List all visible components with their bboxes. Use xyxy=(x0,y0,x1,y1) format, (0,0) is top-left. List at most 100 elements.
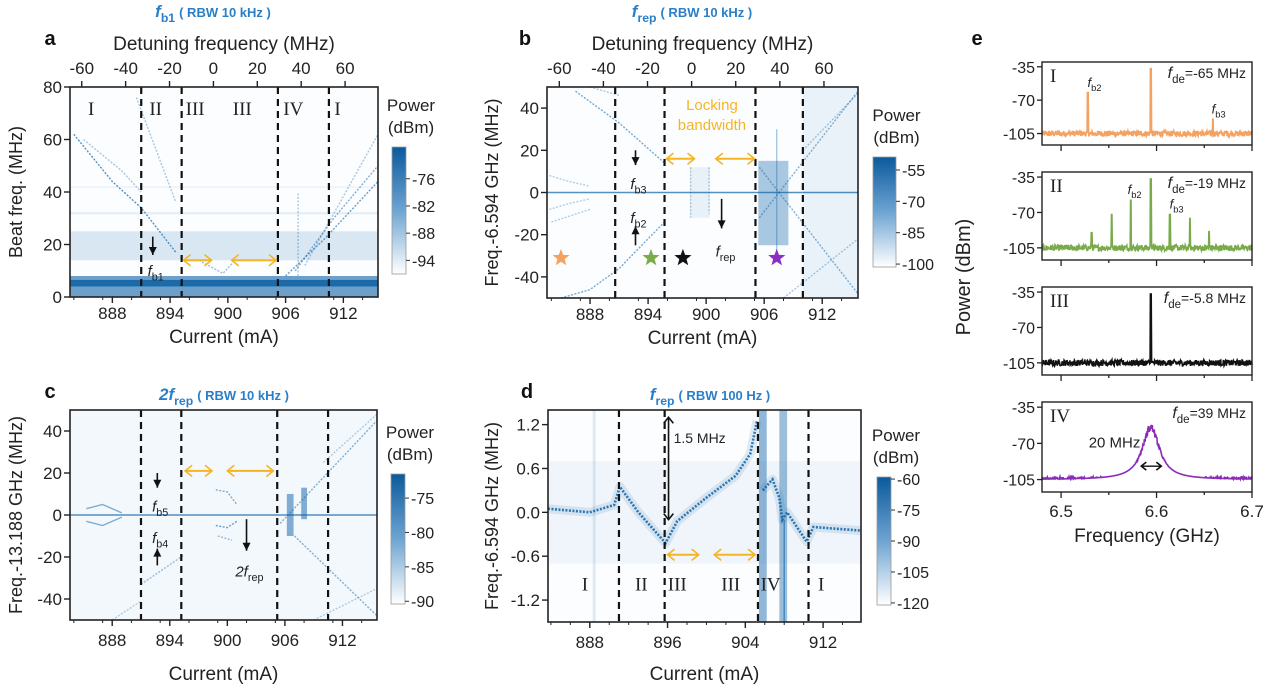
peak-label-symbol: f xyxy=(1087,75,1092,90)
top-x-axis-label: Detuning frequency (MHz) xyxy=(113,34,335,55)
heatmap-trace xyxy=(783,238,858,298)
star-marker-icon xyxy=(552,248,570,266)
region-label: III xyxy=(233,99,252,120)
panel-letter: a xyxy=(44,28,56,50)
x-tick-label: 6.5 xyxy=(1049,502,1073,521)
detuning-label-suffix: =-5.8 MHz xyxy=(1181,290,1246,306)
arrow-head-left xyxy=(230,254,240,267)
heatmap-trace xyxy=(560,221,666,298)
colorbar-tick-label: -85 xyxy=(902,226,925,243)
arrow-head-left xyxy=(714,152,724,165)
annotation-label-symbol: f xyxy=(630,176,636,193)
y-tick-label: -70 xyxy=(1012,436,1035,453)
panel-letter: e xyxy=(971,28,982,50)
panel-title: frep ( RBW 100 Hz ) xyxy=(650,385,770,408)
region-label: I xyxy=(334,99,340,120)
arrow-head-right xyxy=(691,548,700,561)
y-axis-label: Freq.-13.188 GHz (MHz) xyxy=(6,416,26,614)
y-tick-label: -1.2 xyxy=(511,591,540,610)
heatmap-band xyxy=(592,410,596,622)
arrow-head-right xyxy=(268,254,278,267)
peak-label: fb2 xyxy=(1087,75,1101,93)
top-x-tick-label: 40 xyxy=(770,59,789,78)
x-axis-label: Current (mA) xyxy=(650,664,760,685)
detuning-label: fde=39 MHz xyxy=(1172,405,1246,426)
panel-c: 888 894 900 906 912 -40 -20 0 20 40 Current (mA) Fr… xyxy=(6,381,434,685)
colorbar-tick-label: -60 xyxy=(897,472,920,489)
panel-letter: c xyxy=(44,381,55,403)
annotation-label: frep xyxy=(716,244,736,265)
panel-title-suffix: ( RBW 10 kHz ) xyxy=(179,5,271,20)
y-tick-label: -105 xyxy=(1003,356,1035,373)
annotation-label-subscript: b4 xyxy=(156,539,168,551)
heatmap-area xyxy=(548,410,861,622)
plot-frame xyxy=(1041,171,1253,261)
x-axis-label: Current (mA) xyxy=(169,664,279,685)
x-tick-label: 904 xyxy=(731,633,759,652)
colorbar-unit: (dBm) xyxy=(388,118,434,137)
y-tick-label: 20 xyxy=(43,464,62,483)
peak-label-subscript: b2 xyxy=(1131,190,1141,200)
colorbar-tick-label: -90 xyxy=(411,594,434,611)
y-tick-label: 40 xyxy=(520,99,539,118)
annotation-label-symbol: f xyxy=(148,263,154,280)
y-tick-label: -20 xyxy=(514,226,539,245)
colorbar-unit: (dBm) xyxy=(387,445,433,464)
x-tick-label: 6.6 xyxy=(1145,502,1169,521)
colorbar-tick-label: -80 xyxy=(411,525,434,542)
region-label: I xyxy=(1050,66,1056,87)
colorbar-tick-label: -90 xyxy=(897,534,920,551)
annotation-arrow-head xyxy=(153,548,162,557)
heatmap-trace xyxy=(86,503,123,514)
plot-frame xyxy=(1041,401,1253,493)
y-tick-label: -35 xyxy=(1012,60,1035,77)
heatmap-trace xyxy=(758,90,858,219)
region-label: I xyxy=(88,99,94,120)
y-tick-label: 0.0 xyxy=(516,503,540,522)
y-tick-label: -105 xyxy=(1003,473,1035,490)
colorbar-tick-label: -82 xyxy=(412,199,435,216)
plot-frame xyxy=(547,409,862,623)
top-x-axis-label: Detuning frequency (MHz) xyxy=(592,34,814,55)
panel-letter: d xyxy=(521,381,533,403)
annotation-arrow-head xyxy=(148,247,157,255)
arrow-head-left xyxy=(712,548,722,561)
heatmap-trace xyxy=(285,181,378,277)
colorbar xyxy=(390,473,406,605)
panel-title-symbol: f xyxy=(155,2,163,21)
span-label: 1.5 MHz xyxy=(674,430,726,446)
detuning-label-suffix: =-19 MHz xyxy=(1185,175,1246,191)
detuning-label-symbol: f xyxy=(1168,65,1174,82)
x-axis-label: Current (mA) xyxy=(169,327,279,348)
y-tick-label: 40 xyxy=(43,422,62,441)
peak-label-subscript: b2 xyxy=(1091,83,1101,93)
annotation-label-prefix: 2 xyxy=(234,564,244,581)
arrow-head-right xyxy=(204,464,214,478)
detuning-label: fde=-65 MHz xyxy=(1168,65,1246,86)
x-axis-label: Frequency (GHz) xyxy=(1074,526,1220,547)
peak-label-symbol: f xyxy=(1170,196,1175,211)
x-tick-label: 906 xyxy=(750,305,778,324)
detuning-label-subscript: de xyxy=(1168,299,1181,311)
y-axis-label: Freq.-6.594 GHz (MHz) xyxy=(482,422,502,610)
region-label: IV xyxy=(761,574,781,595)
annotation-arrow-head xyxy=(242,542,251,551)
annotation-label-subscript: b5 xyxy=(156,507,168,519)
detuning-label-subscript: de xyxy=(1172,74,1185,86)
heatmap-band xyxy=(70,231,378,261)
colorbar-unit: (dBm) xyxy=(873,128,919,147)
colorbar xyxy=(876,476,892,606)
heatmap-trace xyxy=(313,587,377,620)
colorbar-tick-label: -88 xyxy=(412,226,435,243)
annotation-label-symbol: f xyxy=(152,530,158,547)
colorbar-label: Power xyxy=(872,426,921,445)
annotation-label: 2frep xyxy=(234,564,263,585)
x-tick-label: 894 xyxy=(156,304,184,323)
x-tick-label: 888 xyxy=(98,631,126,650)
y-tick-label: 0 xyxy=(53,506,62,525)
y-tick-label: 1.2 xyxy=(516,416,540,435)
arrow-head-right xyxy=(265,464,275,478)
x-tick-label: 900 xyxy=(213,631,241,650)
heatmap-trace xyxy=(83,138,142,193)
